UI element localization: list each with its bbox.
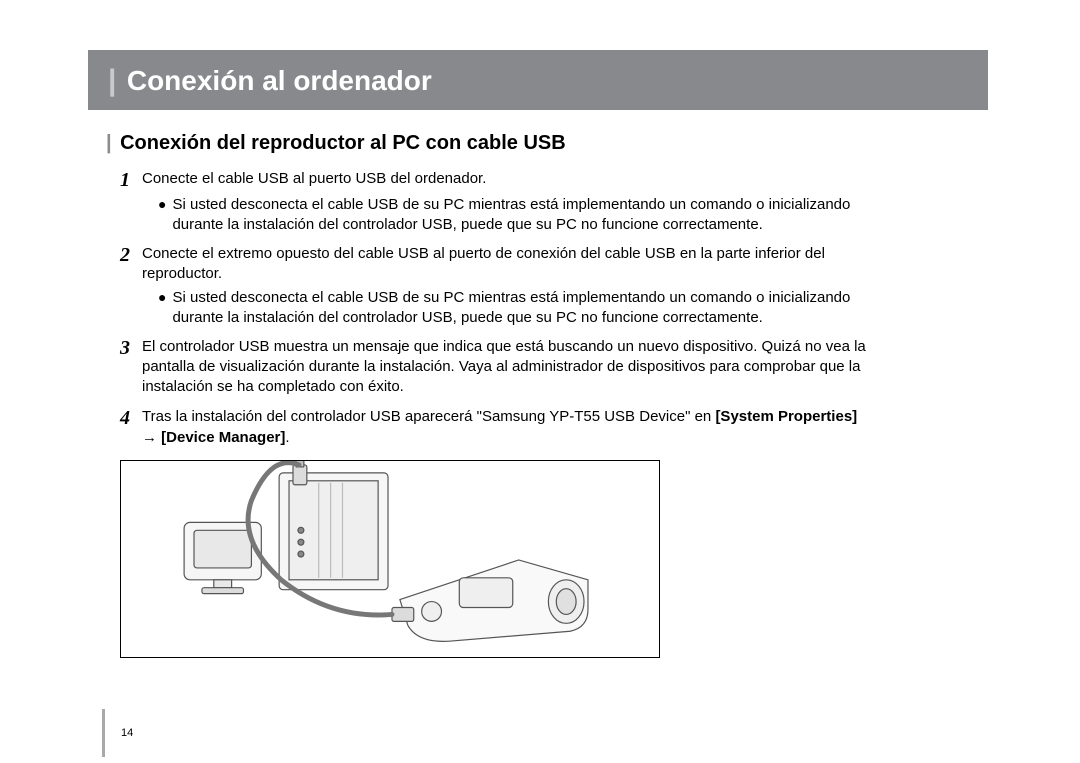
- connection-diagram: [120, 460, 660, 658]
- step-warning: ● Si usted desconecta el cable USB de su…: [120, 195, 868, 236]
- footer-bar-icon: [102, 709, 105, 757]
- step-number: 2: [120, 244, 142, 266]
- step-row: 2 Conecte el extremo opuesto del cable U…: [120, 244, 868, 285]
- step4-bold2: [Device Manager]: [161, 429, 285, 446]
- step4-pre: Tras la instalación del controlador USB …: [142, 408, 715, 425]
- content-area: | Conexión del reproductor al PC con cab…: [88, 110, 868, 658]
- step-number: 4: [120, 407, 142, 429]
- step-text: El controlador USB muestra un mensaje qu…: [142, 337, 868, 398]
- step-row: 1 Conecte el cable USB al puerto USB del…: [120, 169, 868, 191]
- page-title: Conexión al ordenador: [127, 65, 432, 96]
- bullet-icon: ●: [158, 195, 166, 215]
- step-warning: ● Si usted desconecta el cable USB de su…: [120, 288, 868, 329]
- page-footer: 14: [88, 709, 133, 757]
- step-row: 4 Tras la instalación del controlador US…: [120, 407, 868, 448]
- step-number: 1: [120, 169, 142, 191]
- heading-pipe-icon: |: [106, 132, 112, 154]
- step4-arrow: →: [142, 429, 161, 446]
- step-text: Conecte el cable USB al puerto USB del o…: [142, 169, 868, 189]
- step4-post: .: [285, 429, 289, 446]
- step-text: Conecte el extremo opuesto del cable USB…: [142, 244, 868, 285]
- page-container: | Conexión al ordenador | Conexión del r…: [88, 50, 988, 658]
- bullet-icon: ●: [158, 288, 166, 308]
- step-row: 3 El controlador USB muestra un mensaje …: [120, 337, 868, 398]
- steps-list: 1 Conecte el cable USB al puerto USB del…: [106, 169, 868, 448]
- title-bar: | Conexión al ordenador: [88, 50, 988, 110]
- step-number: 3: [120, 337, 142, 359]
- title-divider-icon: |: [108, 64, 116, 98]
- page-number: 14: [121, 727, 133, 739]
- section-heading: | Conexión del reproductor al PC con cab…: [106, 132, 868, 155]
- warning-text: Si usted desconecta el cable USB de su P…: [172, 288, 868, 329]
- step-text: Tras la instalación del controlador USB …: [142, 407, 868, 448]
- section-heading-text: Conexión del reproductor al PC con cable…: [120, 132, 566, 154]
- warning-text: Si usted desconecta el cable USB de su P…: [172, 195, 868, 236]
- step4-bold1: [System Properties]: [715, 408, 857, 425]
